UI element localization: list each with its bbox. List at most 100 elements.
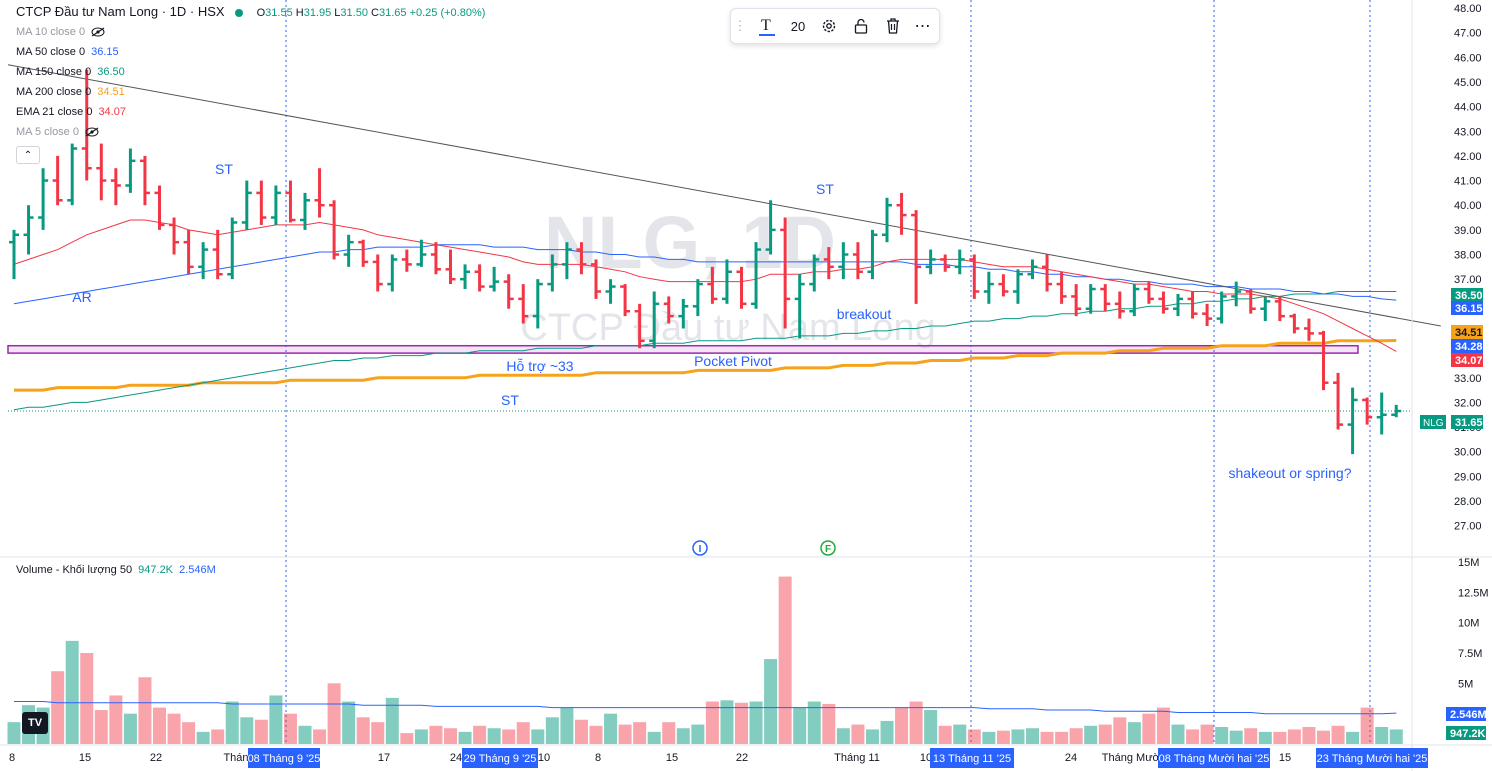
volume-bar — [196, 731, 210, 744]
time-highlight-bg — [1158, 748, 1270, 768]
indicator-row[interactable]: MA 150 close 0 36.50 — [16, 62, 125, 82]
price-label-text: 31.65 — [1455, 417, 1483, 429]
price-tick: 46.00 — [1454, 52, 1482, 64]
ohlc-bar — [125, 148, 136, 193]
date-highlight-lines — [285, 0, 1371, 745]
collapse-legend-button[interactable]: ⌃ — [16, 146, 40, 164]
price-tick: 39.00 — [1454, 225, 1482, 237]
indicator-row[interactable]: MA 200 close 0 34.51 — [16, 82, 125, 102]
ohlc-bar — [256, 180, 267, 225]
price-label-text: 36.50 — [1455, 290, 1483, 302]
indicator-name: MA 5 close 0 — [16, 126, 79, 138]
ohlc-bar — [911, 210, 922, 304]
volume-bar — [254, 719, 268, 744]
time-highlight-text: 08 Tháng Mười hai '25 — [1159, 753, 1270, 765]
ohlc-bar — [1362, 397, 1373, 425]
ohlc-bar — [329, 200, 340, 260]
ohlc-bar — [998, 274, 1009, 297]
volume-bar — [604, 713, 618, 744]
price-tick: 40.00 — [1454, 200, 1482, 212]
ohlc-bar — [823, 247, 834, 280]
indicator-name: MA 200 close 0 — [16, 86, 92, 98]
time-tick: 15 — [79, 752, 91, 764]
ohlc-bar — [372, 254, 383, 292]
time-highlight-bg — [248, 748, 320, 768]
volume-bar — [516, 722, 530, 744]
ohlc-bar — [1289, 313, 1300, 334]
price-tick: 29.00 — [1454, 471, 1482, 483]
price-label-bg — [1451, 301, 1483, 315]
indicator-row[interactable]: MA 50 close 0 36.15 — [16, 42, 119, 62]
volume-bar — [938, 725, 952, 744]
price-label-bg — [1451, 353, 1483, 367]
time-highlight-text: 08 Tháng 9 '25 — [248, 753, 321, 765]
font-size-value[interactable]: 20 — [790, 18, 806, 34]
volume-bar — [182, 722, 196, 744]
tradingview-logo[interactable]: TV — [22, 712, 48, 734]
price-label: 36.15 — [1451, 301, 1483, 315]
price-tick: 38.00 — [1454, 250, 1482, 262]
indicator-name: EMA 21 close 0 — [16, 106, 93, 118]
ohlc-bar — [241, 180, 252, 230]
ohlc-bar — [1347, 387, 1358, 455]
volume-legend: Volume - Khối lượng 50 947.2K 2.546M — [16, 564, 216, 576]
ohlc-bar — [983, 271, 994, 304]
volume-bar — [1287, 729, 1301, 744]
ohlc-values: O31.55 H31.95 L31.50 C31.65 +0.25 (+0.80… — [257, 7, 486, 19]
volume-bar — [153, 707, 166, 744]
ohlc-bar — [139, 155, 150, 206]
watermark-name: CTCP Đầu tư Nam Long — [520, 307, 935, 349]
volume-ma-value: 2.546M — [179, 564, 216, 576]
volume-bar — [138, 677, 152, 744]
symbol-title[interactable]: CTCP Đầu tư Nam Long · 1D · HSX — [16, 4, 225, 19]
volume-bar — [123, 713, 137, 744]
indicator-row[interactable]: EMA 21 close 0 34.07 — [16, 102, 126, 122]
eye-off-icon[interactable] — [85, 126, 99, 138]
time-highlight: 23 Tháng Mười hai '25 — [1316, 748, 1428, 768]
lock-icon[interactable] — [849, 9, 873, 43]
volume-bar — [342, 701, 356, 744]
eye-off-icon[interactable] — [91, 26, 105, 38]
time-tick: 22 — [150, 752, 162, 764]
annotation-label: Pocket Pivot — [694, 353, 772, 369]
volume-bar — [211, 729, 225, 744]
ohlc-bar — [300, 192, 310, 230]
volume-bar — [1171, 724, 1185, 744]
more-icon[interactable]: ⋯ — [914, 18, 932, 35]
ohlc-bar — [270, 185, 281, 225]
volume-bar — [851, 724, 865, 744]
gear-icon[interactable] — [817, 9, 841, 43]
time-tick: 17 — [378, 752, 390, 764]
volume-bar — [764, 659, 778, 744]
ohlc-bar — [794, 274, 805, 339]
price-label: 34.07 — [1451, 353, 1483, 367]
price-label: 34.51 — [1451, 325, 1483, 339]
ohlc-bar — [1274, 296, 1285, 322]
volume-bar — [865, 729, 879, 744]
volume-bar — [1069, 728, 1083, 744]
text-style-button[interactable]: T — [753, 9, 781, 43]
ohlc-bar — [1333, 372, 1344, 430]
event-marker-label: F — [825, 544, 831, 555]
ohlc-bar — [576, 242, 587, 275]
ohlc-bar — [1027, 259, 1038, 280]
volume-bar — [313, 729, 327, 744]
trash-icon[interactable] — [881, 9, 905, 43]
price-label-text: 36.15 — [1455, 303, 1483, 315]
volume-bar — [1346, 731, 1360, 744]
volume-bar — [1331, 725, 1345, 744]
ohlc-bar — [52, 155, 63, 206]
time-tick: Tháng 11 — [834, 752, 880, 764]
time-highlight-text: 29 Tháng 9 '25 — [464, 753, 537, 765]
ohlc-bar — [765, 200, 776, 255]
indicator-row[interactable]: MA 10 close 0 — [16, 22, 105, 42]
drag-handle-icon[interactable]: ⋮ — [733, 18, 747, 33]
price-tick: 48.00 — [1454, 3, 1482, 15]
ohlc-bar — [925, 249, 936, 275]
annotation-label: ST — [215, 161, 233, 177]
ohlc-bar — [1085, 284, 1096, 314]
price-label-text: 34.51 — [1455, 327, 1483, 339]
time-tick: 15 — [666, 752, 678, 764]
indicator-row[interactable]: MA 5 close 0 — [16, 122, 99, 142]
